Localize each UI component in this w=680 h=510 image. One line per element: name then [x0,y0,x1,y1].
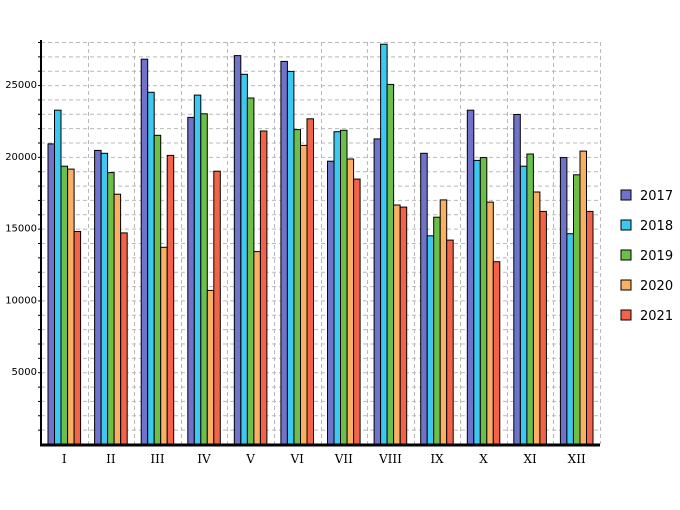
legend-swatch-2020 [620,279,632,291]
x-tick-label: I [62,452,67,466]
bar-V-2018 [240,73,248,445]
bar-VII-2019 [340,129,348,445]
bar-VIII-2019 [386,83,395,445]
bar-XII-2017 [559,157,568,445]
bar-II-2020 [113,193,122,445]
bar-IX-2020 [439,199,448,445]
x-tick-label: VI [289,452,304,466]
legend-swatch-2017 [620,189,632,201]
bars-layer [47,43,594,445]
bar-VI-2017 [280,60,288,445]
bar-X-2017 [466,109,475,445]
bar-III-2018 [147,91,155,445]
bar-V-2021 [259,130,268,445]
legend-label-2017: 2017 [640,189,673,204]
bar-III-2017 [140,58,149,445]
y-tick-label: 5000 [12,367,37,378]
bar-IV-2018 [193,94,202,445]
bar-XI-2020 [532,191,541,445]
bar-XI-2017 [513,114,521,445]
bar-V-2017 [233,55,242,445]
legend-swatch-2019 [620,249,632,261]
bar-X-2021 [492,261,501,445]
bar-IV-2017 [187,116,195,445]
bar-XI-2021 [539,210,547,445]
bar-I-2018 [54,109,62,445]
x-tick-label: VII [334,452,353,466]
bar-II-2017 [94,149,102,445]
bar-XI-2019 [526,153,534,445]
bar-VIII-2020 [393,204,401,445]
bar-II-2019 [107,172,115,445]
x-tick-label: IV [197,452,211,466]
bar-V-2019 [246,97,255,445]
y-tick-label: 25000 [5,80,37,91]
y-tick-label: 20000 [5,152,37,163]
bar-II-2018 [100,152,109,445]
bar-X-2018 [473,159,481,445]
bar-VII-2018 [333,131,341,445]
legend-label-2019: 2019 [640,249,673,264]
bar-IV-2019 [200,113,208,445]
bar-V-2020 [253,251,261,445]
grid-layer [41,42,601,444]
bar-VIII-2017 [373,138,382,445]
bar-VII-2017 [327,160,335,445]
bar-XII-2018 [566,233,574,445]
bar-VII-2020 [346,158,355,445]
bar-VII-2021 [353,178,361,445]
legend-label-2021: 2021 [640,309,673,324]
bar-III-2021 [166,154,175,445]
x-tick-label: III [150,452,164,466]
bar-III-2020 [160,246,168,445]
bar-II-2021 [120,232,128,445]
bar-XII-2019 [573,174,581,445]
y-tick-label: 15000 [5,224,37,235]
bar-VI-2019 [293,129,301,445]
bar-III-2019 [153,134,162,445]
y-tick-label: 10000 [5,295,37,306]
x-tick-label: XI [523,452,537,466]
bar-I-2019 [60,165,68,445]
bar-IX-2019 [433,216,441,445]
bar-XI-2018 [519,165,528,445]
bar-IX-2017 [420,152,428,445]
legend: 2017 2018 2019 2020 2021 [620,189,673,324]
bar-I-2020 [67,168,75,445]
bar-I-2017 [47,143,55,445]
bar-IV-2020 [206,289,215,445]
bar-IX-2021 [446,239,454,445]
bar-X-2020 [486,201,494,445]
bar-X-2019 [479,157,488,445]
bar-VIII-2018 [380,43,388,445]
x-tick-label: V [245,452,255,466]
legend-swatch-2021 [620,309,632,321]
bar-VI-2018 [286,70,295,445]
bar-XII-2020 [579,150,587,445]
x-tick-label: II [106,452,116,466]
legend-label-2020: 2020 [640,279,673,294]
bar-VI-2020 [300,144,308,445]
bar-I-2021 [73,231,82,445]
bar-IX-2018 [426,235,435,445]
legend-label-2018: 2018 [640,219,673,234]
bar-IV-2021 [213,170,221,445]
legend-swatch-2018 [620,219,632,231]
bar-XII-2021 [586,210,594,445]
x-tick-label: IX [430,452,444,466]
bar-VIII-2021 [399,206,408,445]
x-tick-label: VIII [378,452,402,466]
x-tick-label: XII [568,452,586,466]
bar-VI-2021 [306,118,314,445]
x-tick-label: X [479,452,488,466]
